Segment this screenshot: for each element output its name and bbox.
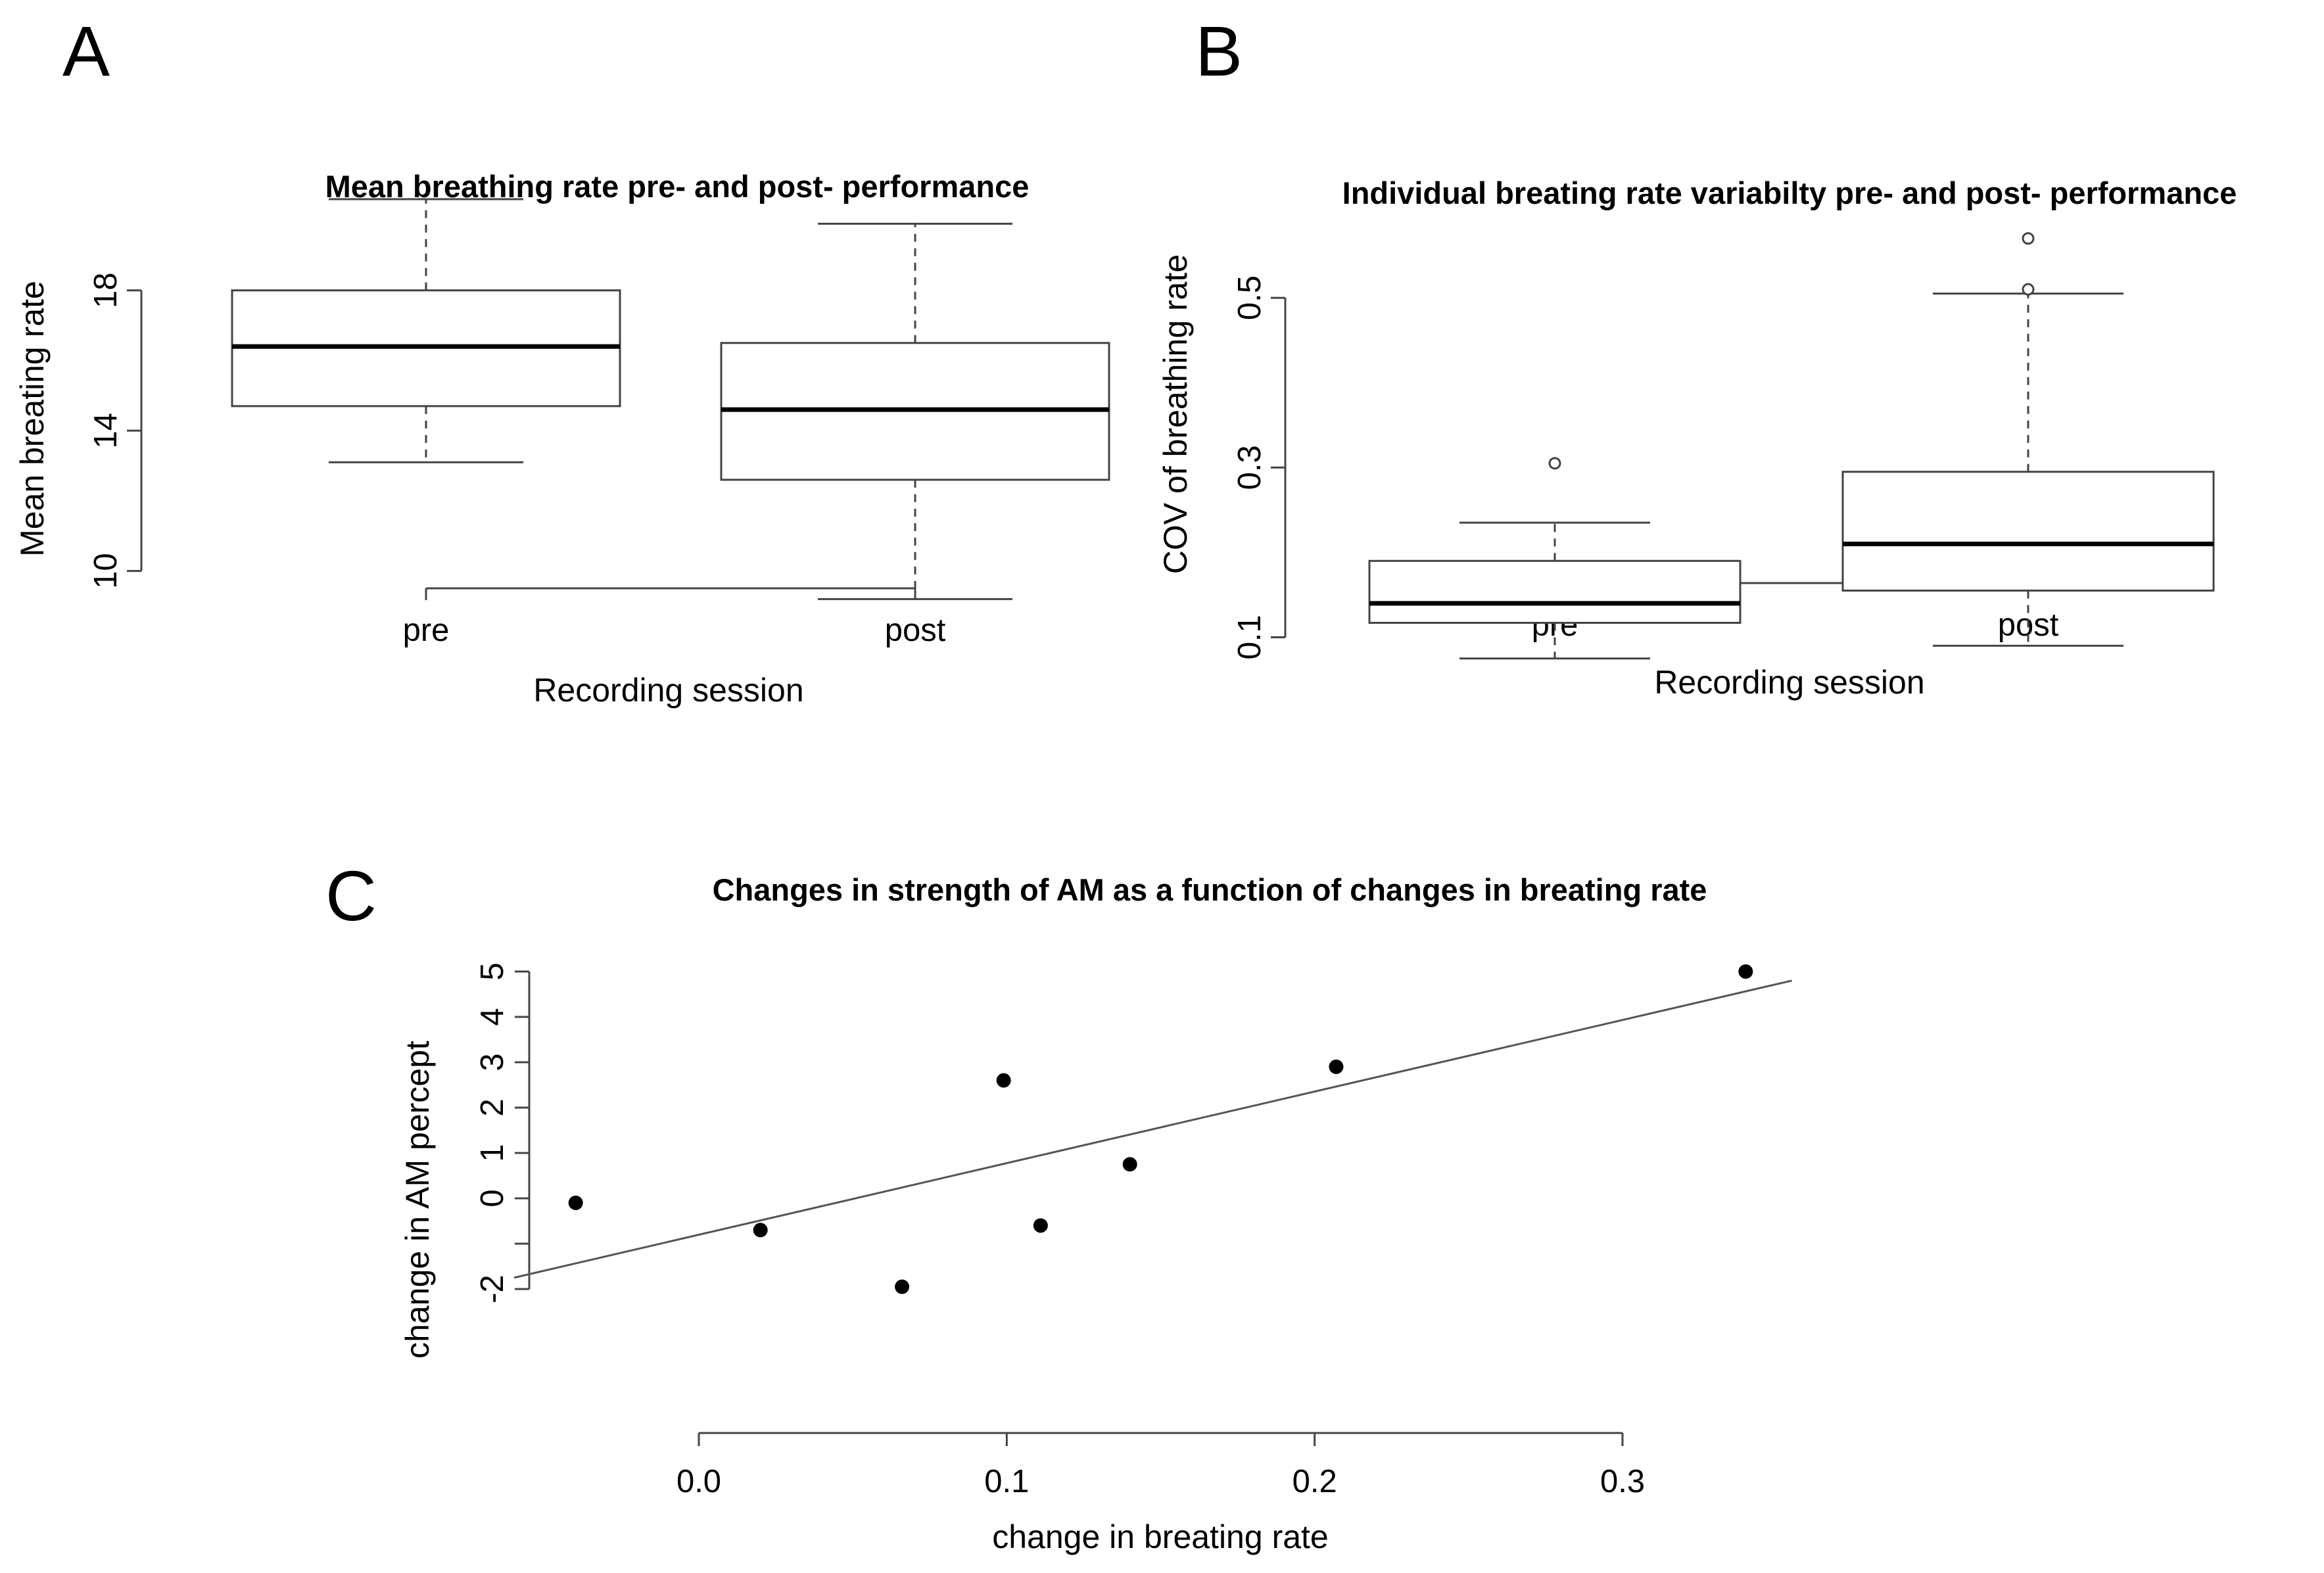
panel-c-y-axis: -2 0 1 2 3 4 5 bbox=[475, 962, 531, 1303]
scatter-point bbox=[895, 1279, 910, 1294]
scatter-point bbox=[1329, 1059, 1344, 1074]
panel-c-y-label: change in AM percept bbox=[399, 1041, 436, 1359]
y-tick-label: 0.3 bbox=[1232, 445, 1268, 490]
panel-a: A Mean breathing rate pre- and post- per… bbox=[14, 11, 1110, 709]
panel-b-letter: B bbox=[1195, 11, 1243, 91]
panel-c-plot bbox=[513, 964, 1792, 1294]
x-tick-label: pre bbox=[403, 613, 450, 648]
panel-a-y-label: Mean breating rate bbox=[14, 281, 51, 557]
panel-b-y-label: COV of breathing rate bbox=[1157, 254, 1194, 574]
y-tick-label: 1 bbox=[475, 1144, 510, 1162]
panel-b-y-axis: 0.1 0.3 0.5 bbox=[1232, 275, 1287, 660]
panel-a-boxes bbox=[231, 198, 1110, 600]
panel-b: B Individual breating rate variabilty pr… bbox=[1157, 11, 2237, 701]
scatter-point bbox=[568, 1195, 583, 1210]
panel-c-title: Changes in strength of AM as a function … bbox=[713, 872, 1707, 907]
scatter-point bbox=[996, 1073, 1011, 1088]
scatter-point bbox=[1738, 964, 1753, 979]
x-tick-label: 0.0 bbox=[676, 1464, 721, 1499]
y-tick-label: 14 bbox=[88, 413, 124, 449]
panel-a-x-label: Recording session bbox=[533, 672, 803, 709]
y-tick-label: 0.1 bbox=[1232, 615, 1268, 659]
y-tick-label: 10 bbox=[88, 553, 124, 589]
x-tick-label: post bbox=[885, 613, 946, 648]
y-tick-label: 18 bbox=[88, 272, 124, 308]
outlier-point bbox=[2022, 283, 2035, 296]
panel-c-letter: C bbox=[325, 856, 377, 935]
panel-b-title: Individual breating rate variabilty pre-… bbox=[1342, 176, 2237, 210]
panel-b-x-label: Recording session bbox=[1654, 664, 1924, 701]
panel-a-y-axis: 10 14 18 bbox=[88, 272, 143, 589]
outlier-point bbox=[1548, 457, 1561, 470]
scatter-point bbox=[753, 1223, 768, 1238]
panel-c-x-label: change in breating rate bbox=[992, 1518, 1328, 1555]
panel-a-x-axis: pre post bbox=[403, 587, 946, 648]
fit-line bbox=[513, 979, 1792, 1279]
panel-c-x-axis: 0.0 0.1 0.2 0.3 bbox=[676, 1432, 1645, 1499]
panel-c: C Changes in strength of AM as a functio… bbox=[325, 856, 1792, 1555]
box-iqr bbox=[1368, 559, 1742, 624]
panel-a-letter: A bbox=[62, 11, 110, 91]
x-tick-label: 0.1 bbox=[984, 1464, 1029, 1499]
scatter-point bbox=[1122, 1157, 1137, 1172]
panel-b-boxes bbox=[1368, 232, 2215, 660]
box-iqr bbox=[1841, 471, 2215, 592]
y-tick-label: 3 bbox=[475, 1053, 510, 1071]
scatter-point bbox=[1033, 1218, 1048, 1233]
panel-a-title: Mean breathing rate pre- and post- perfo… bbox=[325, 169, 1030, 204]
y-tick-label: 4 bbox=[475, 1008, 510, 1025]
y-tick-label: 0 bbox=[475, 1189, 510, 1207]
outlier-point bbox=[2022, 232, 2035, 245]
y-tick-label: 0.5 bbox=[1232, 275, 1268, 320]
y-tick-label: 2 bbox=[475, 1098, 510, 1116]
y-tick-label: 5 bbox=[475, 962, 510, 980]
x-tick-label: 0.2 bbox=[1292, 1464, 1337, 1499]
y-tick-label: -2 bbox=[475, 1275, 510, 1303]
x-tick-label: 0.3 bbox=[1600, 1464, 1645, 1499]
